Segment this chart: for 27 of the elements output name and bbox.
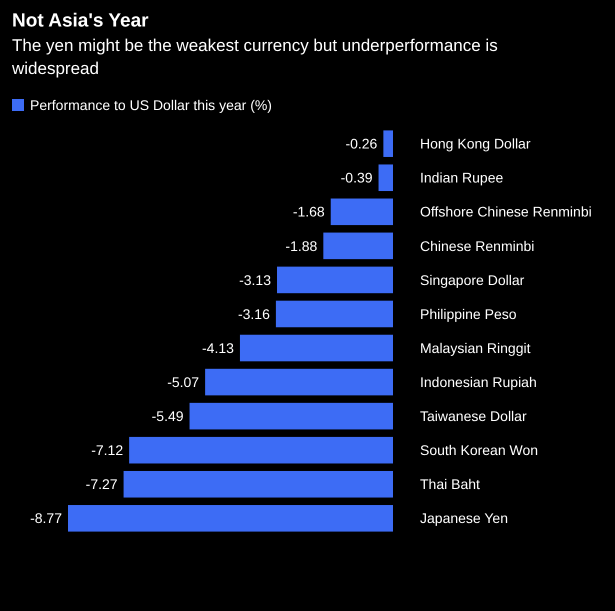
y-tick-label: Thai Baht	[420, 476, 480, 492]
data-label: -1.68	[292, 204, 325, 220]
y-tick-label: Indonesian Rupiah	[420, 374, 537, 390]
data-label: -8.77	[30, 510, 62, 526]
data-label: -0.39	[340, 170, 373, 186]
y-tick-label: South Korean Won	[420, 442, 538, 458]
data-label: -3.13	[239, 272, 272, 288]
data-label: -5.07	[167, 374, 200, 390]
chart-subtitle: The yen might be the weakest currency but underperformance is widespread	[11, 36, 498, 78]
data-label: -4.13	[202, 340, 234, 356]
chart-title: Not Asia's Year	[12, 10, 150, 32]
y-tick-label: Taiwanese Dollar	[420, 408, 527, 424]
data-label: -1.88	[285, 238, 318, 254]
data-label: -7.12	[91, 442, 124, 458]
y-tick-label: Offshore Chinese Renminbi	[420, 204, 592, 220]
y-tick-label: Malaysian Ringgit	[420, 340, 531, 356]
data-label: -5.49	[152, 408, 184, 424]
data-label: -7.27	[86, 476, 118, 492]
data-label: -3.16	[238, 306, 270, 322]
y-tick-label: Philippine Peso	[420, 306, 517, 322]
y-tick-label: Chinese Renminbi	[420, 238, 534, 254]
legend-label: Performance to US Dollar this year (%)	[30, 96, 272, 113]
y-tick-label: Indian Rupee	[420, 170, 504, 186]
y-tick-label: Singapore Dollar	[420, 272, 525, 288]
data-label: -0.26	[345, 136, 378, 152]
y-tick-label: Japanese Yen	[420, 510, 508, 526]
y-tick-label: Hong Kong Dollar	[420, 136, 531, 152]
